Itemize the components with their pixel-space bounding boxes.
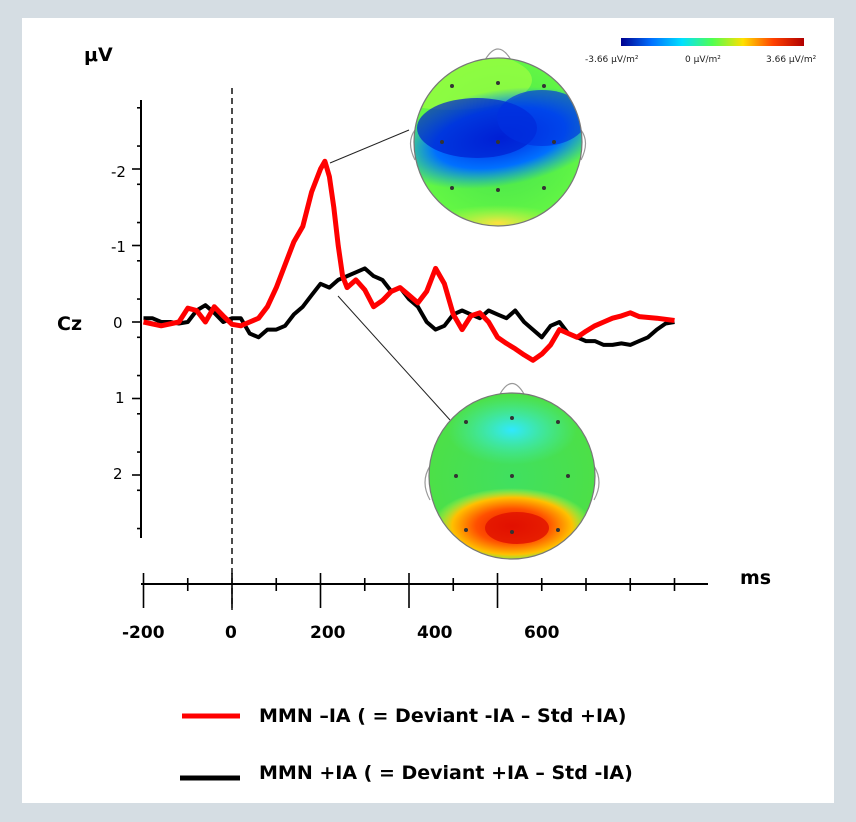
x-axis-unit-label: ms [740,567,771,589]
series-line-mmn-plus-ia [143,266,675,347]
colorbar-max-label: 3.66 μV/m² [766,55,817,65]
y-axis-unit-label: μV [84,44,113,66]
x-tick-label: 600 [524,623,560,643]
topomap-lower [424,382,600,560]
electrode-dots [440,81,556,192]
x-tick-label: -200 [122,623,165,643]
head-nose [499,382,525,395]
colorbar-gradient [621,38,804,46]
y-tick-label: -1 [111,238,126,256]
y-tick-label: 0 [113,314,123,332]
head-outline [428,392,596,560]
colorbar-min-label: -3.66 μV/m² [585,55,639,65]
topomap-connector-lower [337,295,451,421]
y-axis-ticks [132,107,141,530]
x-tick-label: 200 [310,623,346,643]
y-tick-label: -2 [111,163,126,181]
y-tick-label: 1 [115,389,125,407]
x-axis-ticks [142,573,676,608]
colorbar-mid-label: 0 μV/m² [685,55,721,65]
topomap-connector-upper [329,129,410,164]
erp-chart: -3.66 μV/m² 0 μV/m² 3.66 μV/m² μV Cz ms … [57,38,817,784]
electrode-dots [454,416,570,534]
x-tick-label: 400 [417,623,453,643]
legend-label-black: MMN +IA ( = Deviant +IA – Std -IA) [259,762,633,784]
series-line-mmn-minus-ia [142,158,675,363]
head-outline [413,57,583,227]
head-nose [484,48,512,61]
figure-card: -3.66 μV/m² 0 μV/m² 3.66 μV/m² μV Cz ms … [22,18,834,803]
colorbar: -3.66 μV/m² 0 μV/m² 3.66 μV/m² [585,38,817,65]
topomap-upper [409,48,587,227]
legend-label-red: MMN –IA ( = Deviant -IA – Std +IA) [259,705,626,727]
legend: MMN –IA ( = Deviant -IA – Std +IA) MMN +… [180,705,633,784]
y-tick-label: 2 [113,465,123,483]
series-group [142,158,675,363]
electrode-label: Cz [57,313,82,335]
x-tick-label: 0 [225,623,237,643]
